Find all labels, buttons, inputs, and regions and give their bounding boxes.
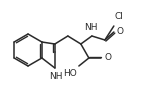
Text: O: O bbox=[117, 28, 124, 37]
Text: NH: NH bbox=[49, 72, 63, 81]
Text: HO: HO bbox=[63, 69, 77, 78]
Text: NH: NH bbox=[84, 23, 98, 32]
Text: O: O bbox=[105, 54, 112, 63]
Text: Cl: Cl bbox=[115, 12, 124, 21]
